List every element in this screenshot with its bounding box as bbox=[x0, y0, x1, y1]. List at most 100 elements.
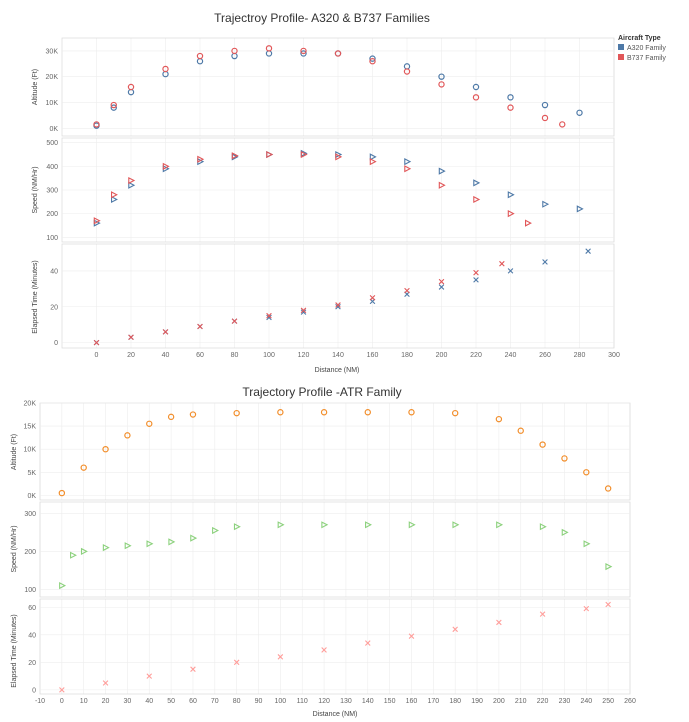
data-point bbox=[320, 409, 328, 416]
chart1-panel3-ylabel: Elapsed Time (Minutes) bbox=[32, 260, 39, 334]
data-point bbox=[265, 45, 273, 52]
data-point bbox=[231, 47, 238, 55]
data-point bbox=[128, 181, 136, 189]
data-point bbox=[542, 259, 548, 265]
data-point bbox=[190, 666, 196, 673]
data-point bbox=[93, 121, 100, 128]
data-point bbox=[364, 640, 371, 646]
y-tick-label: 30K bbox=[46, 48, 59, 55]
x-tick-label: 220 bbox=[470, 352, 482, 359]
data-point bbox=[111, 195, 118, 204]
x-tick-label: 40 bbox=[145, 698, 153, 705]
data-point bbox=[473, 269, 479, 276]
data-point bbox=[438, 167, 446, 175]
data-point bbox=[233, 523, 241, 531]
chart2-panel3-ylabel: Elapsed Time (Minutes) bbox=[11, 614, 18, 688]
x-tick-label: 0 bbox=[60, 698, 64, 705]
data-point bbox=[541, 101, 549, 109]
data-point bbox=[404, 165, 412, 173]
data-point bbox=[559, 121, 566, 128]
data-point bbox=[507, 104, 514, 111]
data-point bbox=[59, 687, 65, 693]
x-tick-label: 40 bbox=[162, 352, 170, 359]
data-point bbox=[408, 633, 415, 639]
data-point bbox=[231, 318, 238, 324]
data-point bbox=[80, 547, 88, 556]
legend-swatch-a320 bbox=[618, 44, 624, 50]
data-point bbox=[496, 619, 502, 626]
data-point bbox=[111, 191, 118, 199]
x-tick-label: 150 bbox=[384, 698, 396, 705]
x-tick-label: 120 bbox=[318, 698, 330, 705]
y-tick-label: 100 bbox=[24, 587, 36, 594]
data-point bbox=[408, 409, 415, 416]
data-point bbox=[408, 521, 416, 529]
x-tick-label: 200 bbox=[436, 352, 448, 359]
data-point bbox=[162, 65, 169, 73]
data-point bbox=[539, 441, 546, 448]
x-tick-label: 120 bbox=[298, 352, 310, 359]
x-tick-label: 160 bbox=[367, 352, 379, 359]
legend-label-b737: B737 Family bbox=[627, 55, 666, 62]
data-point bbox=[190, 534, 198, 542]
y-tick-label: 20K bbox=[24, 401, 37, 408]
data-point bbox=[146, 420, 153, 427]
x-tick-label: 130 bbox=[340, 698, 352, 705]
x-tick-label: 30 bbox=[124, 698, 132, 705]
data-point bbox=[128, 176, 136, 185]
data-point bbox=[473, 277, 479, 283]
legend-label-a320: A320 Family bbox=[627, 45, 666, 52]
y-tick-label: 10K bbox=[24, 447, 37, 454]
y-tick-label: 0K bbox=[49, 126, 58, 133]
x-tick-label: 170 bbox=[427, 698, 439, 705]
data-point bbox=[369, 295, 376, 301]
x-tick-label: 50 bbox=[167, 698, 175, 705]
x-tick-label: 200 bbox=[493, 698, 505, 705]
data-point bbox=[277, 521, 285, 529]
data-point bbox=[583, 605, 590, 612]
data-point bbox=[525, 219, 532, 227]
data-point bbox=[212, 526, 220, 535]
data-point bbox=[124, 542, 132, 550]
data-point bbox=[321, 647, 327, 653]
chart1-title: Trajectroy Profile- A320 & B737 Families bbox=[214, 11, 430, 25]
data-point bbox=[127, 83, 135, 91]
data-point bbox=[583, 469, 590, 476]
data-point bbox=[499, 260, 505, 267]
data-point bbox=[541, 114, 549, 122]
data-point bbox=[583, 540, 591, 548]
series-atr-family bbox=[59, 601, 611, 693]
y-tick-label: 0K bbox=[27, 493, 36, 500]
x-tick-label: 280 bbox=[574, 352, 586, 359]
data-point bbox=[196, 52, 204, 60]
data-point bbox=[369, 153, 377, 161]
data-point bbox=[605, 601, 611, 608]
series-atr-family bbox=[58, 409, 612, 497]
chart1-xlabel: Distance (NM) bbox=[315, 367, 360, 374]
x-tick-label: 160 bbox=[406, 698, 418, 705]
data-point bbox=[162, 329, 169, 335]
data-point bbox=[335, 153, 343, 161]
panel-frame bbox=[39, 598, 631, 695]
data-point bbox=[369, 55, 376, 62]
panel-frame bbox=[61, 243, 615, 349]
data-point bbox=[197, 323, 203, 330]
data-point bbox=[438, 278, 445, 285]
data-point bbox=[70, 551, 77, 559]
data-point bbox=[335, 303, 341, 310]
x-tick-label: 100 bbox=[263, 352, 275, 359]
data-point bbox=[472, 94, 480, 101]
x-tick-label: 220 bbox=[537, 698, 549, 705]
data-point bbox=[438, 284, 445, 290]
data-point bbox=[334, 50, 342, 57]
y-tick-label: 200 bbox=[46, 211, 58, 218]
y-tick-label: 400 bbox=[46, 164, 58, 171]
data-point bbox=[233, 409, 240, 417]
y-tick-label: 300 bbox=[46, 188, 58, 195]
data-point bbox=[438, 81, 445, 88]
y-tick-label: 0 bbox=[32, 687, 36, 694]
data-point bbox=[168, 538, 176, 546]
data-point bbox=[576, 109, 583, 116]
data-point bbox=[507, 191, 515, 199]
